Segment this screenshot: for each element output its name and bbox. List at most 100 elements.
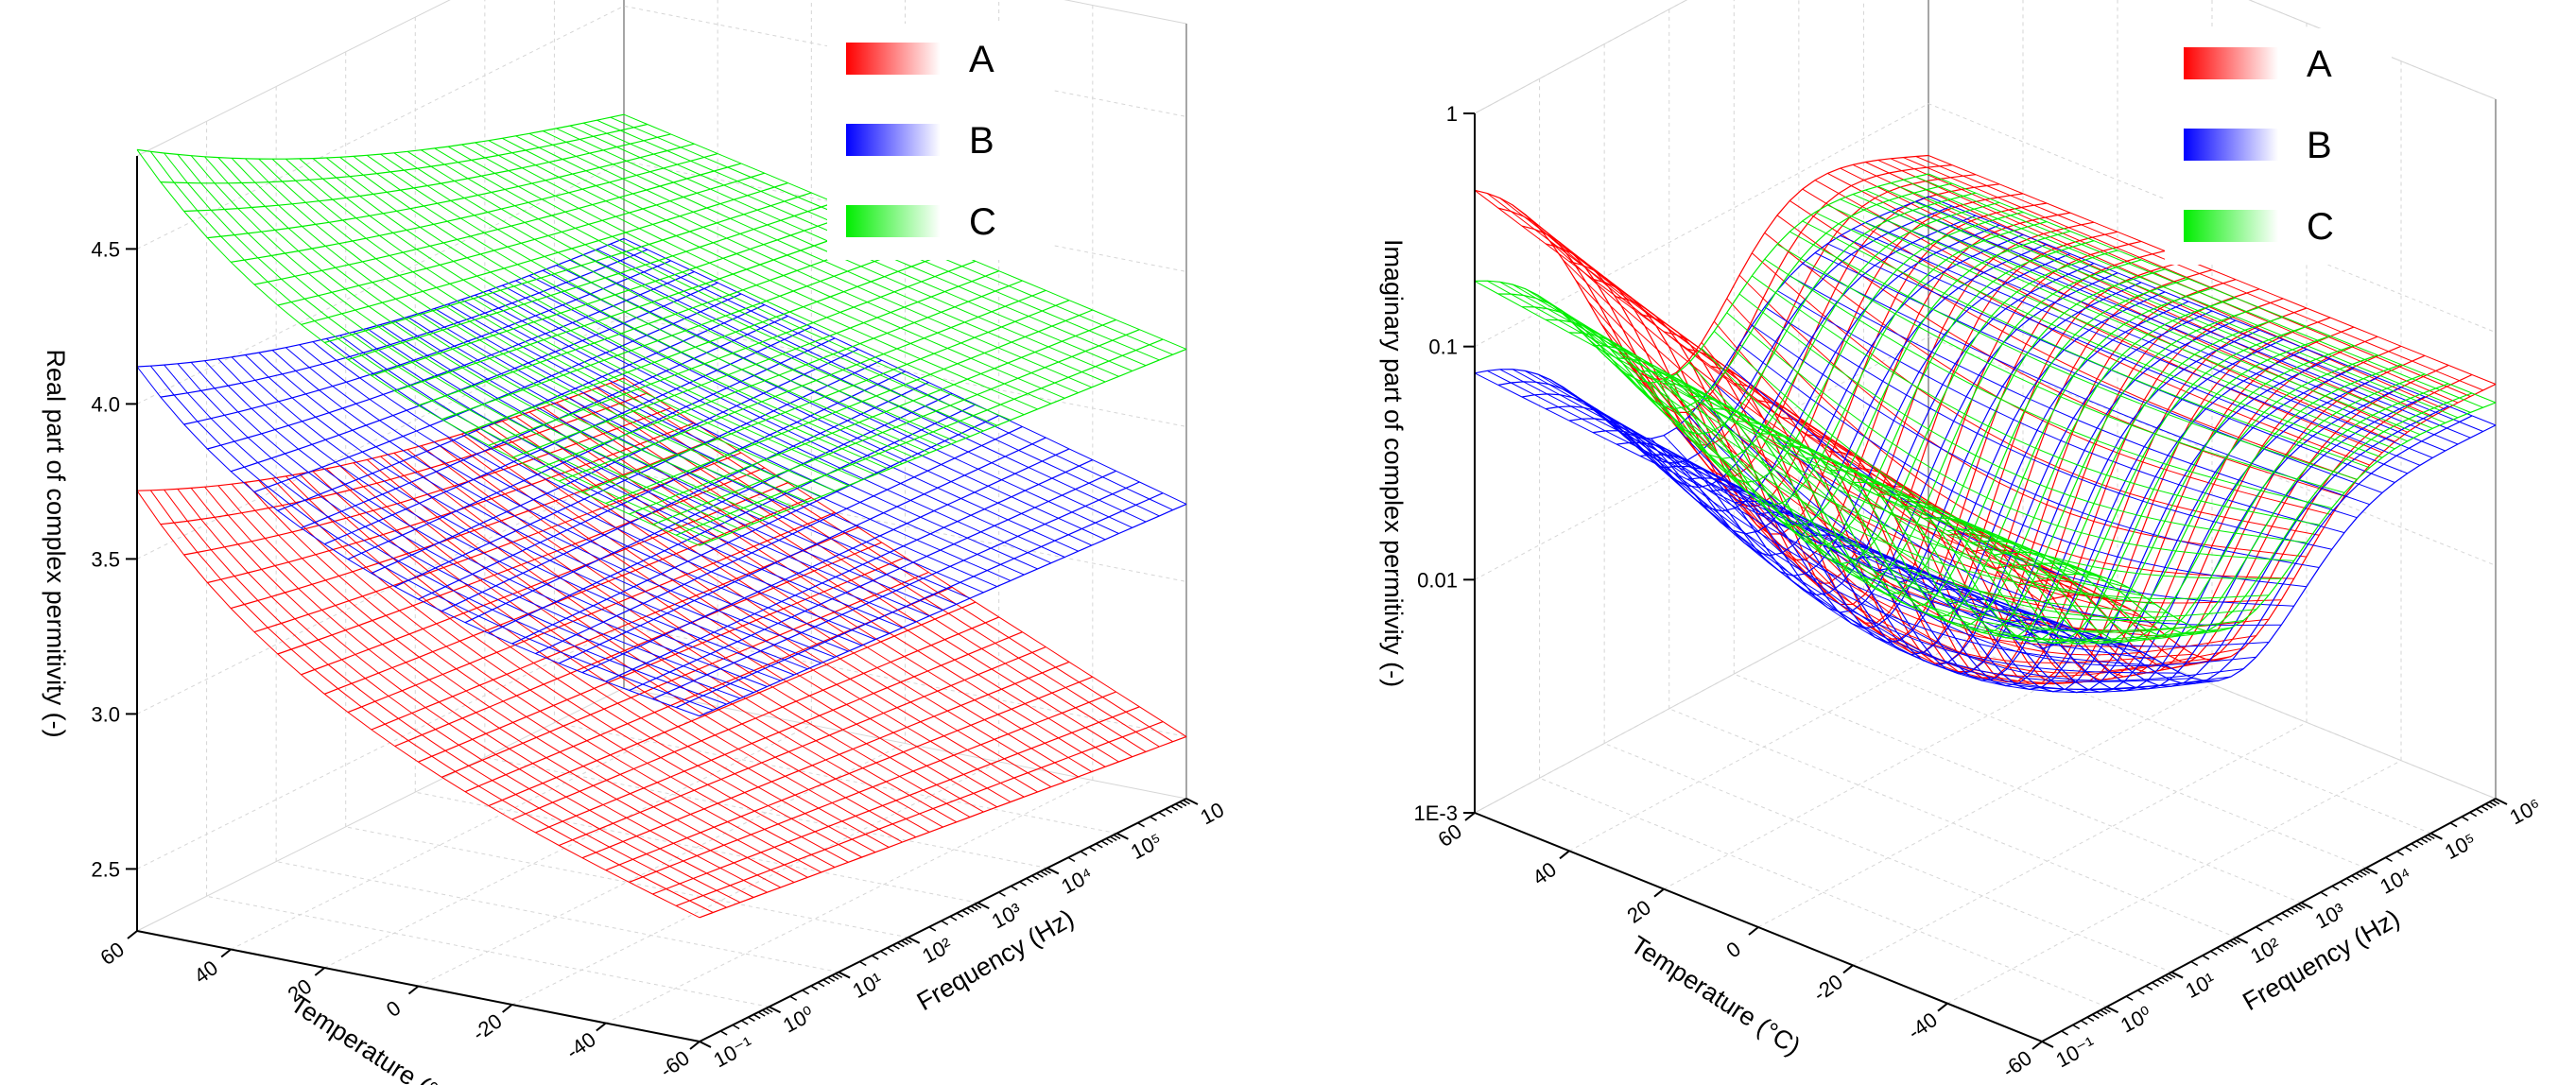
frequency-tick-mark-4 [2300, 902, 2313, 910]
temperature-tick-mark-0 [1464, 812, 1476, 821]
frequency-minor-tick [2281, 912, 2290, 918]
left-surface-a-col-20 [406, 449, 971, 818]
left-surface-a-col-32 [569, 397, 1133, 758]
frequency-tick-label-7: 10⁶ [2506, 794, 2545, 830]
right-surface-c-col-21 [1738, 293, 2308, 543]
left-surface-b-col-11 [285, 347, 849, 652]
right-surface-c-col-7 [1563, 313, 2131, 589]
frequency-minor-tick [1044, 869, 1051, 874]
left-surface-c-col-14 [325, 157, 890, 470]
z-tick-label-3: 4.0 [91, 392, 120, 416]
frequency-minor-tick [1109, 835, 1117, 841]
left-surface-b-col-6 [217, 358, 781, 681]
frequency-minor-tick [949, 916, 958, 921]
frequency-minor-tick [2255, 926, 2263, 932]
wall-grid-z-1 [1474, 336, 2497, 580]
floor-grid-f-5 [484, 756, 1047, 869]
frequency-tick-label-1: 10⁰ [779, 1002, 818, 1038]
frequency-tick-mark-4 [977, 902, 990, 910]
left-surface-c-col-30 [542, 130, 1106, 383]
left-surface-a-col-2 [164, 489, 727, 908]
left-surface-a-col-5 [204, 486, 768, 893]
frequency-tick-mark-7 [1185, 798, 1199, 805]
floor-grid-f-1 [206, 895, 769, 1008]
floor-grid-t-3 [1757, 683, 2213, 928]
right-surface-b-col-34 [1903, 205, 2471, 439]
frequency-minor-tick [2286, 909, 2294, 915]
temperature-tick-label-4: -20 [468, 1008, 506, 1045]
left-surface-a-col-7 [231, 483, 795, 884]
frequency-tick-mark-6 [1115, 832, 1129, 840]
right-surface-b-col-9 [1587, 405, 2156, 660]
right-surface-b-col-6 [1549, 379, 2118, 643]
frequency-minor-tick [2396, 851, 2404, 856]
floor-grid-f-2 [1603, 743, 2172, 973]
right-surface-b-col-30 [1852, 228, 2421, 466]
right-surface-a-col-30 [1852, 164, 2421, 424]
frequency-tick-label-0: 10⁻¹ [2052, 1032, 2100, 1072]
left-surface-a-col-1 [149, 490, 714, 913]
left-surface-series-b [136, 237, 1187, 717]
frequency-minor-tick [1137, 822, 1145, 828]
frequency-minor-tick [2351, 874, 2360, 881]
frequency-minor-tick [1175, 803, 1183, 809]
left-surface-b-col-1 [149, 365, 714, 711]
frequency-minor-tick [887, 947, 894, 953]
frequency-minor-tick [802, 990, 810, 995]
frequency-minor-tick [998, 891, 1006, 897]
right-surface-a-col-35 [1915, 156, 2483, 391]
frequency-minor-tick [1150, 816, 1157, 821]
left-surface-b-col-32 [569, 259, 1133, 528]
frequency-minor-tick [970, 905, 978, 911]
frequency-minor-tick [2267, 920, 2274, 925]
left-surface-a-col-9 [258, 480, 822, 873]
frequency-tick-mark-7 [2495, 798, 2508, 805]
frequency-minor-tick [817, 981, 825, 988]
floor-grid-t-1 [1946, 760, 2402, 1005]
left-surface-c-col-8 [245, 158, 808, 503]
frequency-minor-tick [1183, 800, 1191, 805]
left-surface-c-col-5 [204, 156, 768, 519]
temperature-tick-label-1: 40 [1529, 857, 1561, 890]
frequency-minor-tick [2488, 801, 2497, 807]
frequency-minor-tick [2061, 1030, 2069, 1036]
right-surface-b-col-15 [1663, 435, 2232, 691]
frequency-minor-tick [2331, 885, 2340, 891]
right-surface-c-col-32 [1877, 185, 2446, 423]
temperature-tick-label-1: 40 [190, 956, 222, 989]
right-surface-c-col-14 [1651, 382, 2219, 645]
left-surface-c-col-28 [515, 135, 1079, 394]
right-surface-b-col-35 [1915, 200, 2483, 432]
floor-grid-f-2 [276, 861, 839, 973]
left-surface-b-col-12 [299, 344, 862, 646]
right-surface-b-col-16 [1675, 427, 2244, 681]
left-surface-a-col-18 [380, 456, 943, 828]
temperature-tick-mark-3 [407, 985, 420, 995]
frequency-minor-tick [928, 926, 937, 932]
left-surface-b-col-24 [461, 299, 1025, 576]
right-surface-b-col-8 [1575, 395, 2143, 653]
right-surface-c-col-9 [1587, 338, 2156, 605]
left-surface-a-col-24 [461, 433, 1025, 798]
frequency-minor-tick [880, 950, 888, 956]
left-surface-b-col-8 [245, 354, 808, 670]
right-surface-c-col-10 [1599, 351, 2169, 613]
floor-grid-f-5 [1798, 638, 2367, 869]
frequency-minor-tick [2229, 939, 2238, 946]
temperature-tick-label-5: -40 [562, 1027, 599, 1064]
frequency-minor-tick [2222, 944, 2229, 950]
frequency-tick-label-2: 10¹ [849, 968, 887, 1003]
floor-grid-f-4 [1734, 673, 2302, 904]
frequency-minor-tick [1165, 808, 1173, 814]
frequency-tick-mark-2 [838, 971, 851, 979]
frequency-tick-mark-5 [2365, 867, 2378, 875]
frequency-minor-tick [1170, 805, 1179, 811]
left-surface-a-col-29 [528, 411, 1093, 773]
temperature-tick-label-3: 0 [1722, 937, 1745, 963]
right-surface-c-col-12 [1625, 372, 2194, 632]
frequency-tick-label-1: 10⁰ [2117, 1002, 2155, 1038]
right-surface-b-col-12 [1625, 432, 2194, 682]
right-surface-a-col-34 [1903, 157, 2471, 397]
frequency-minor-tick [810, 985, 819, 990]
